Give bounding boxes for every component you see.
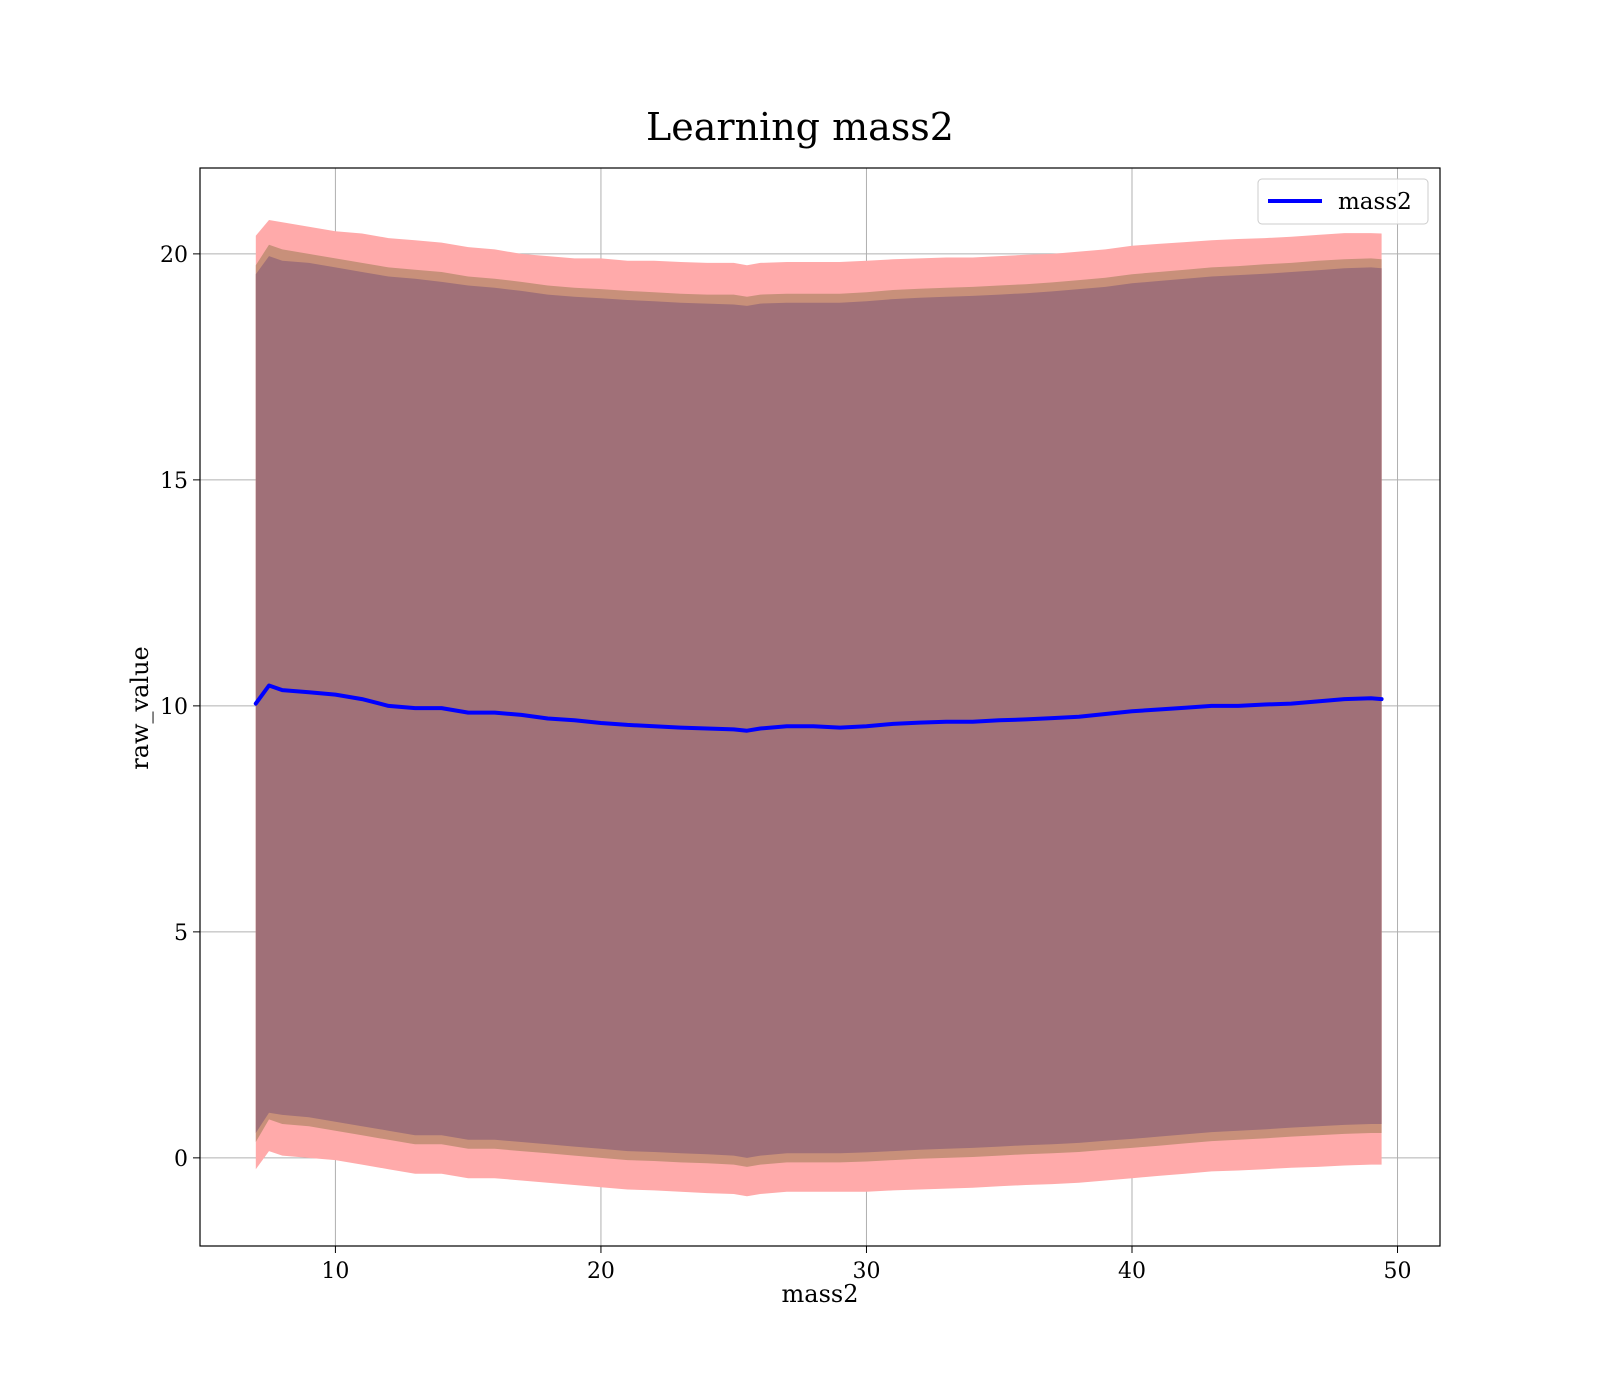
y-tick-label-0: 0 — [174, 1147, 188, 1172]
legend-box — [1257, 178, 1429, 225]
x-tick-label-3: 40 — [1118, 1259, 1146, 1284]
x-tick-label-4: 50 — [1384, 1259, 1412, 1284]
series-lines — [253, 683, 1384, 733]
axes-frame — [199, 167, 1441, 1247]
y-axis-label: raw_value — [126, 646, 154, 770]
legend: mass2 — [1257, 178, 1429, 225]
y-tick-label-1: 5 — [174, 921, 188, 946]
x-tick-label-2: 30 — [852, 1259, 880, 1284]
y-tick-label-3: 15 — [160, 469, 188, 494]
x-axis-ticks: 10 20 30 40 50 — [321, 1246, 1412, 1284]
plot-area — [199, 167, 1441, 1247]
y-axis-ticks: 0 5 10 15 20 — [160, 243, 200, 1172]
band-inner — [255, 256, 1382, 1158]
y-tick-label-4: 20 — [160, 243, 188, 268]
series-line-0 — [253, 683, 1384, 733]
y-tick-label-2: 10 — [160, 695, 188, 720]
x-tick-label-1: 20 — [587, 1259, 615, 1284]
legend-label: mass2 — [1338, 189, 1412, 215]
chart-title: Learning mass2 — [646, 105, 954, 149]
uncertainty-bands — [255, 220, 1382, 1197]
x-axis-label: mass2 — [782, 1280, 859, 1308]
x-tick-label-0: 10 — [321, 1259, 349, 1284]
